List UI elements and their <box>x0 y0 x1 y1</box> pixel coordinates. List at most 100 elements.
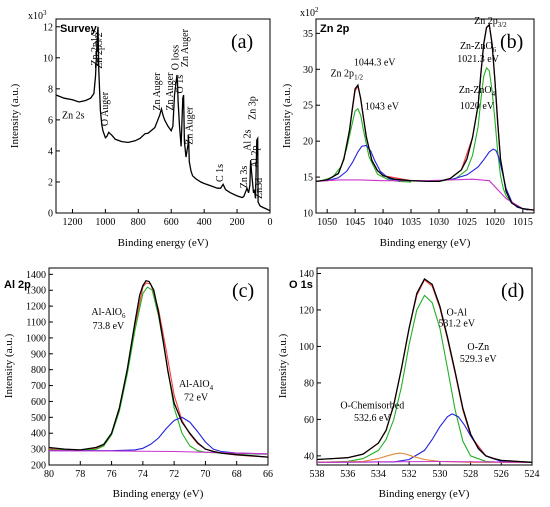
panel-a-exponent: x103 <box>28 9 47 22</box>
series-line-1 <box>317 277 532 463</box>
peak-annotation: Zn-ZnO6 <box>460 41 497 54</box>
series-line-1 <box>56 26 270 212</box>
x-tick-label: 76 <box>107 469 117 480</box>
y-tick-label: 10 <box>43 53 53 64</box>
panel-d: O 1s (d) Intensity (a.u.) Binding energy… <box>277 267 533 500</box>
peak-annotation: Al-AlO4 <box>179 379 214 392</box>
x-tick-label: 70 <box>200 469 210 480</box>
x-tick-label: 400 <box>197 217 212 228</box>
peak-annotation: 1043 eV <box>365 102 400 113</box>
x-tick-label: 1015 <box>513 217 533 228</box>
series-line-3 <box>317 294 532 463</box>
panel-b-title: Zn 2p <box>320 23 350 35</box>
series-line-1 <box>49 279 268 458</box>
peak-annotation: Zn 2p1/2 <box>90 29 101 65</box>
panel-a: x103 Survey (a) Intensity (a.u.) Binding… <box>9 9 271 249</box>
x-tick-label: 1045 <box>345 217 365 228</box>
series-line-5 <box>49 450 268 455</box>
peak-annotation: 72 eV <box>184 393 209 404</box>
panel-b-exponent: x102 <box>300 6 319 19</box>
peak-annotation: 532.6 eV <box>354 413 391 424</box>
y-tick-label: 300 <box>31 445 46 456</box>
series-line-2 <box>316 24 534 211</box>
x-tick-label: 1000 <box>95 217 115 228</box>
x-tick-label: 74 <box>138 469 148 480</box>
y-tick-label: 25 <box>303 101 313 112</box>
peak-annotation: Zn 2p3/2 <box>94 32 105 68</box>
panel-d-frame <box>316 267 533 466</box>
panel-c-xlabel: Binding energy (eV) <box>113 488 204 500</box>
x-tick-label: 78 <box>75 469 85 480</box>
peak-annotation: Al 2s <box>243 129 254 151</box>
x-tick-label: 200 <box>230 217 245 228</box>
series-line-2 <box>49 282 268 458</box>
x-tick-label: 1200 <box>62 217 82 228</box>
series-line-4 <box>317 413 532 463</box>
y-tick-label: 30 <box>303 65 313 76</box>
panel-a-letter: (a) <box>231 31 253 53</box>
series-line-5 <box>327 144 400 182</box>
panel-c-frame <box>48 267 269 466</box>
x-tick-label: 800 <box>131 217 146 228</box>
peak-annotation: Zn 2s <box>62 110 85 121</box>
panel-c-ylabel: Intensity (a.u.) <box>3 333 15 398</box>
y-tick-label: 8 <box>48 84 53 95</box>
x-tick-label: 0 <box>268 217 273 228</box>
panel-b-ylabel: Intensity (a.u.) <box>281 83 293 148</box>
y-tick-label: 140 <box>299 269 314 280</box>
peak-annotation: Al-AlO6 <box>91 307 126 320</box>
peak-annotation: Zn Auger <box>152 72 163 111</box>
panel-b-xlabel: Binding energy (eV) <box>380 237 471 249</box>
x-tick-label: 524 <box>525 469 540 480</box>
series-line-3 <box>49 286 268 455</box>
y-tick-label: 0 <box>48 209 53 220</box>
y-tick-label: 35 <box>303 29 313 40</box>
y-tick-label: 1400 <box>26 270 46 281</box>
peak-annotation: 1044.3 eV <box>354 58 396 69</box>
panel-c-title: Al 2p <box>4 279 31 291</box>
panel-b-plot: 1050 1045 1040 1035 1030 1025 1020 101510152025… <box>303 16 534 228</box>
panel-c: Al 2p (c) Intensity (a.u.) Binding energ… <box>3 267 269 500</box>
y-tick-label: 6 <box>48 115 53 126</box>
peak-annotation: Zn 2p3/2 <box>474 16 507 29</box>
x-tick-label: 526 <box>494 469 509 480</box>
y-tick-label: 120 <box>299 305 314 316</box>
x-tick-label: 1035 <box>401 217 421 228</box>
series-line-4 <box>438 66 518 207</box>
peak-annotation: 529.3 eV <box>460 354 497 365</box>
panel-d-plot: 538 536 534 532 530 528 526 524 40 60 80 100 120 140 O… <box>299 269 540 480</box>
x-tick-label: 532 <box>402 469 417 480</box>
series-line-1 <box>316 23 534 211</box>
peak-annotation: O-Al <box>446 307 467 318</box>
panel-b: x102 Zn 2p (b) Intensity (a.u.) Binding … <box>281 6 535 249</box>
y-tick-label: 60 <box>304 415 314 426</box>
peak-annotation: 531.2 eV <box>438 318 475 329</box>
peak-annotation: Al 2p <box>250 146 261 169</box>
peak-annotation: Zn Auger <box>180 28 191 67</box>
y-tick-label: 1100 <box>26 318 46 329</box>
peak-annotation: Zn 2p1/2 <box>330 68 363 81</box>
peak-annotation: O Auger <box>100 91 111 126</box>
y-tick-label: 1200 <box>26 302 46 313</box>
y-tick-label: 12 <box>43 22 53 33</box>
x-tick-label: 68 <box>232 469 242 480</box>
panel-a-frame <box>55 18 271 214</box>
panel-a-title: Survey <box>60 23 98 35</box>
y-tick-label: 4 <box>48 146 53 157</box>
x-tick-label: 1040 <box>373 217 393 228</box>
peak-annotation: C 1s <box>215 164 226 182</box>
peak-annotation: 1021.3 eV <box>457 54 499 65</box>
peak-annotation: 1020 eV <box>460 101 495 112</box>
x-tick-label: 600 <box>164 217 179 228</box>
peak-annotation: O-Chemisorbed <box>340 400 404 411</box>
peak-annotation: O 1s <box>175 75 186 94</box>
x-tick-label: 72 <box>169 469 179 480</box>
y-tick-label: 200 <box>31 461 46 472</box>
peak-annotation: O-Zn <box>467 342 489 353</box>
peak-annotation: O loss <box>171 45 182 70</box>
x-tick-label: 534 <box>371 469 386 480</box>
series-line-4 <box>49 416 268 455</box>
series-line-7 <box>316 178 534 211</box>
x-tick-label: 1025 <box>457 217 477 228</box>
